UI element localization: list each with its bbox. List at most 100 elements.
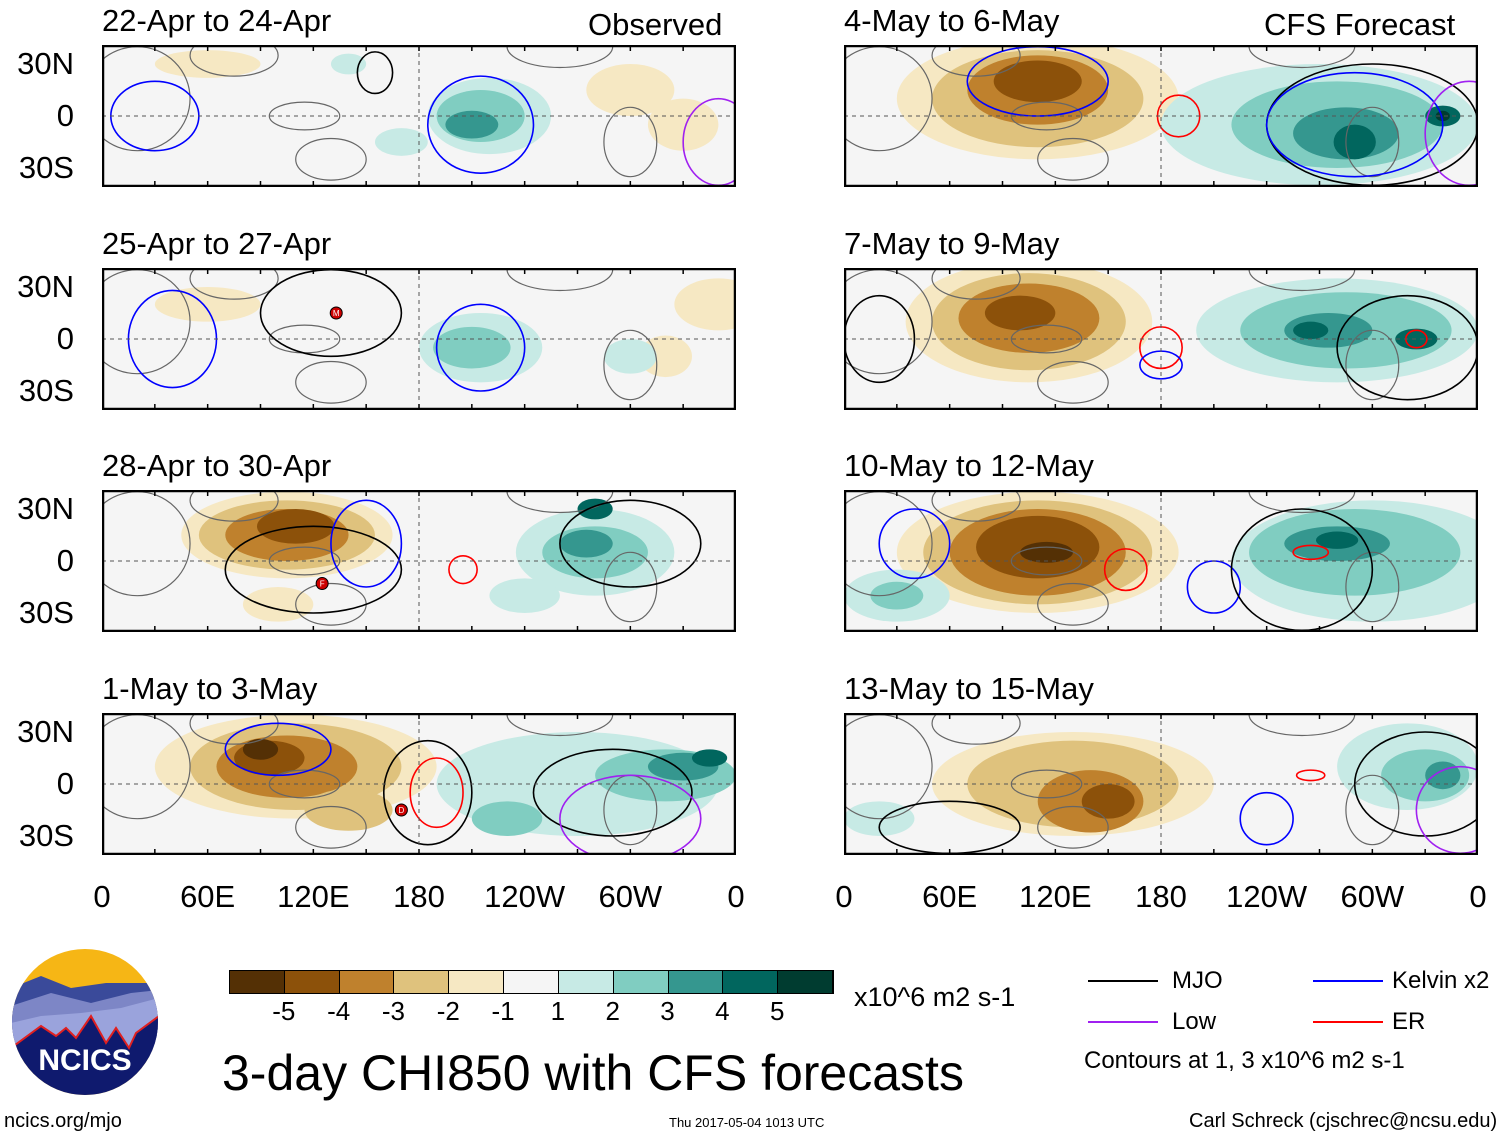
coastline: [603, 329, 658, 401]
x-tick-label: 0: [93, 879, 111, 914]
anomaly-region: [993, 60, 1082, 103]
coastline: [1010, 769, 1083, 799]
coastline: [1345, 551, 1400, 623]
colorbar-label: 1: [550, 996, 566, 1026]
storm-marker-label: M: [333, 309, 340, 318]
x-tick-label: 120W: [1226, 879, 1308, 914]
x-tick-label: 0: [727, 879, 745, 914]
coastline: [1345, 329, 1400, 401]
panel-frame: [102, 490, 736, 632]
storm-marker: [394, 803, 408, 817]
storm-marker-label: D: [398, 806, 404, 815]
anomaly-region: [586, 64, 675, 116]
anomaly-region: [603, 339, 657, 374]
y-tick-label: 0: [56, 98, 74, 133]
wave-contour: [1265, 71, 1444, 178]
colorbar-swatch: [504, 971, 559, 993]
colorbar-swatch: [339, 971, 395, 993]
anomaly-region: [870, 581, 924, 610]
anomaly-region: [691, 749, 728, 767]
coastline: [295, 805, 367, 849]
colorbar: [229, 970, 834, 994]
anomaly-region: [154, 50, 261, 78]
observed-header: Observed: [588, 7, 723, 42]
coastline: [1345, 774, 1400, 846]
x-tick-label: 180: [1135, 879, 1187, 914]
anomaly-region: [674, 278, 736, 331]
y-tick-label: 30N: [17, 46, 74, 81]
wave-contour: [532, 748, 693, 837]
anomaly-region: [471, 801, 543, 836]
legend-er-label: ER: [1392, 1008, 1426, 1035]
map-panel: [844, 490, 1478, 632]
x-tick-label: 0: [835, 879, 853, 914]
storm-marker: [329, 306, 343, 320]
coastline: [931, 268, 1021, 300]
wave-contour: [1292, 544, 1330, 561]
y-tick-label: 30N: [17, 491, 74, 526]
anomaly-region: [433, 326, 511, 369]
colorbar-label: -1: [491, 996, 515, 1026]
panel-title: 25-Apr to 27-Apr: [102, 226, 332, 261]
coastline: [1037, 137, 1109, 181]
panel-title: 28-Apr to 30-Apr: [102, 448, 332, 483]
x-tick-label: 60W: [598, 879, 663, 914]
panel-frame: [102, 713, 736, 855]
coastline: [931, 713, 1021, 745]
anomaly-region: [984, 295, 1056, 331]
x-tick-label: 120E: [277, 879, 350, 914]
legend-low-line: [1088, 1021, 1158, 1023]
colorbar-swatch: [723, 971, 779, 993]
footer-url[interactable]: ncics.org/mjo: [4, 1110, 122, 1132]
coastline: [603, 106, 658, 178]
coastline: [1010, 101, 1083, 131]
x-tick-label: 60E: [922, 879, 978, 914]
anomaly-region: [445, 110, 499, 139]
panel-frame: [102, 268, 736, 410]
x-tick-label: 60E: [180, 879, 236, 914]
panel-title: 1-May to 3-May: [102, 671, 318, 706]
panel-title: 22-Apr to 24-Apr: [102, 3, 332, 38]
colorbar-swatch: [613, 971, 669, 993]
wave-contour: [844, 294, 916, 384]
anomaly-region: [647, 98, 719, 151]
y-tick-label: 0: [56, 543, 74, 578]
legend-er-line: [1313, 1021, 1383, 1023]
y-tick-label: 30N: [17, 269, 74, 304]
panel-frame: [844, 713, 1478, 855]
x-tick-label: 120E: [1019, 879, 1092, 914]
coastline: [1010, 324, 1083, 354]
legend-mjo-label: MJO: [1172, 967, 1223, 994]
wave-contour: [1103, 548, 1148, 592]
panel-frame: [844, 268, 1478, 410]
map-panel: M: [102, 268, 736, 410]
coastline: [268, 101, 341, 131]
storm-marker-label: F: [320, 580, 325, 589]
coastline: [268, 769, 341, 799]
panel-frame: [844, 45, 1478, 187]
wave-contour: [330, 499, 403, 588]
colorbar-swatch: [668, 971, 724, 993]
x-tick-label: 120W: [484, 879, 566, 914]
anomaly-region: [154, 287, 261, 322]
footer-timestamp: Thu 2017-05-04 1013 UTC: [669, 1115, 825, 1130]
coastline: [1037, 360, 1109, 404]
colorbar-swatch: [394, 971, 450, 993]
cfs-forecast-header: CFS Forecast: [1264, 7, 1456, 42]
panel-title: 4-May to 6-May: [844, 3, 1060, 38]
colorbar-units: x10^6 m2 s-1: [854, 982, 1016, 1012]
colorbar-label: -4: [327, 996, 351, 1026]
anomaly-region: [242, 738, 279, 760]
colorbar-swatch: [449, 971, 505, 993]
legend-note: Contours at 1, 3 x10^6 m2 s-1: [1084, 1047, 1405, 1074]
coastline: [189, 268, 279, 300]
anomaly-region: [304, 789, 393, 831]
wave-contour: [559, 499, 702, 588]
map-panel: [844, 268, 1478, 410]
coastline: [603, 551, 658, 623]
colorbar-label: 3: [660, 996, 675, 1026]
wave-contour: [224, 525, 403, 614]
map-panel: F: [102, 490, 736, 632]
map-panel: [844, 45, 1478, 187]
wave-contour: [224, 722, 332, 777]
